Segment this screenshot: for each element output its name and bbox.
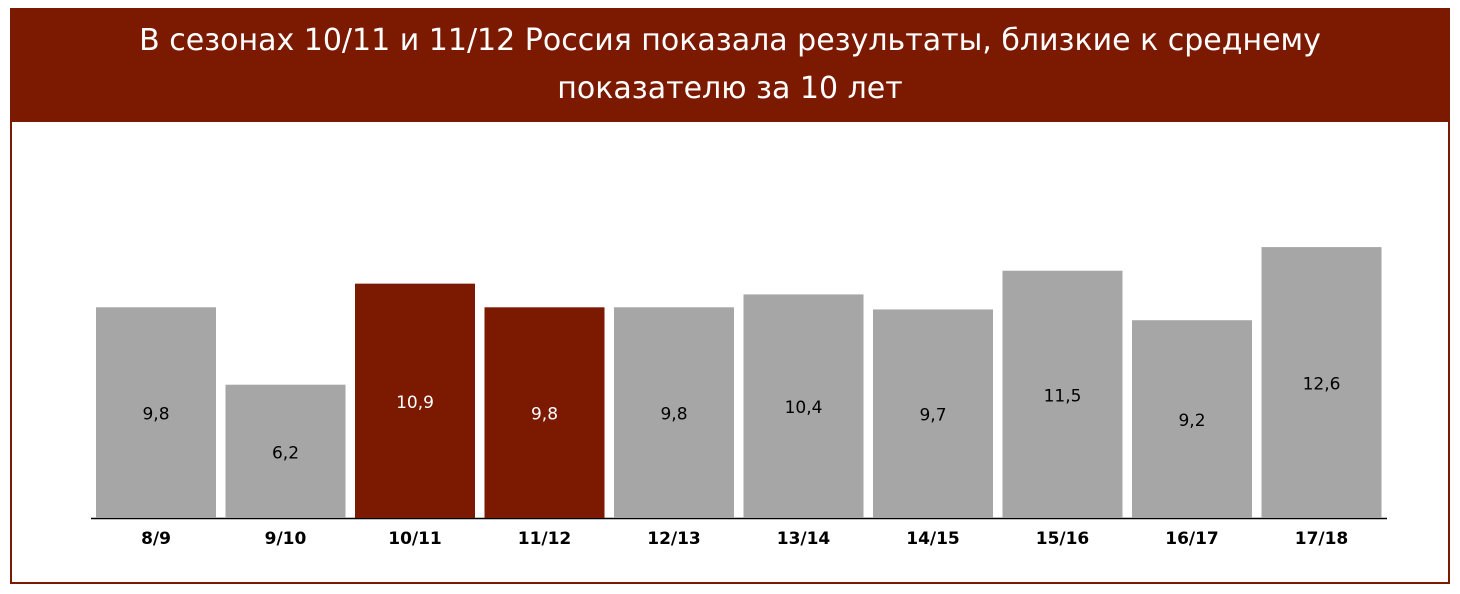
x-tick-label: 13/14: [777, 529, 831, 549]
bar: [355, 283, 475, 518]
value-label: 9,2: [1178, 411, 1205, 431]
value-label: 9,8: [142, 405, 169, 425]
value-label: 12,6: [1303, 375, 1341, 395]
x-tick-label: 10/11: [388, 529, 442, 549]
value-label: 6,2: [272, 443, 299, 463]
bar: [1261, 247, 1382, 518]
bar: [743, 294, 864, 518]
x-tick-label: 14/15: [906, 529, 960, 549]
value-label: 11,5: [1044, 386, 1082, 406]
chart-title: В сезонах 10/11 и 11/12 Россия показала …: [139, 23, 1321, 106]
bar: [484, 307, 605, 518]
value-label: 10,4: [785, 398, 823, 418]
value-label: 9,8: [660, 405, 687, 425]
x-tick-label: 16/17: [1165, 529, 1219, 549]
x-tick-label: 11/12: [518, 529, 572, 549]
bar: [1002, 270, 1123, 518]
bar: [96, 307, 216, 518]
value-label: 9,8: [531, 405, 558, 425]
x-tick-label: 17/18: [1295, 529, 1349, 549]
bar: [1132, 320, 1252, 518]
title-bar: В сезонах 10/11 и 11/12 Россия показала …: [10, 8, 1450, 122]
value-label: 10,9: [396, 393, 434, 413]
x-tick-label: 15/16: [1036, 529, 1090, 549]
value-label: 9,7: [919, 406, 946, 426]
bar: [873, 309, 993, 518]
x-tick-label: 9/10: [265, 529, 307, 549]
x-tick-label: 12/13: [647, 529, 701, 549]
bar: [225, 384, 346, 518]
x-tick-label: 8/9: [141, 529, 171, 549]
bar: [614, 307, 734, 518]
